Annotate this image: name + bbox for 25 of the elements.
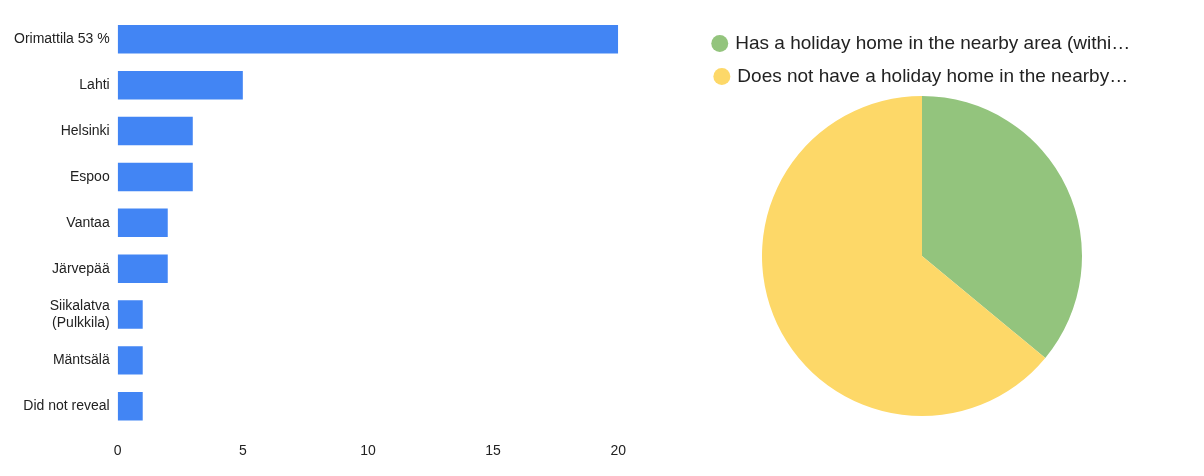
bar [117, 300, 143, 329]
bar [117, 162, 193, 192]
y-tick-label: Did not reveal [23, 397, 110, 414]
x-tick-label: 15 [485, 442, 502, 459]
x-tick-label: 5 [238, 442, 247, 459]
legend-label: Does not have a holiday home in the nearby… [737, 64, 1129, 86]
y-tick-label: Lahti [79, 76, 110, 93]
bar [117, 25, 619, 54]
x-tick-label: 20 [610, 442, 627, 459]
y-tick-label: Järvepää [52, 259, 110, 276]
legend-label: Has a holiday home in the nearby area (withi… [735, 31, 1131, 53]
x-tick-label: 10 [360, 442, 376, 459]
bar [117, 346, 143, 375]
y-tick-label: Vantaa [66, 213, 110, 230]
x-tick-label: 0 [113, 442, 122, 459]
bar [117, 392, 143, 421]
bar [117, 254, 168, 283]
y-tick-label: Siikalatva (Pulkkila) [49, 296, 110, 330]
bar [117, 116, 193, 146]
y-tick-label: Orimattila 53 % [13, 30, 110, 47]
y-tick-label: Espoo [69, 167, 110, 184]
bar [117, 70, 243, 100]
y-tick-label: Helsinki [60, 121, 110, 138]
y-tick-label: Mäntsälä [52, 351, 110, 368]
bar [117, 208, 168, 238]
